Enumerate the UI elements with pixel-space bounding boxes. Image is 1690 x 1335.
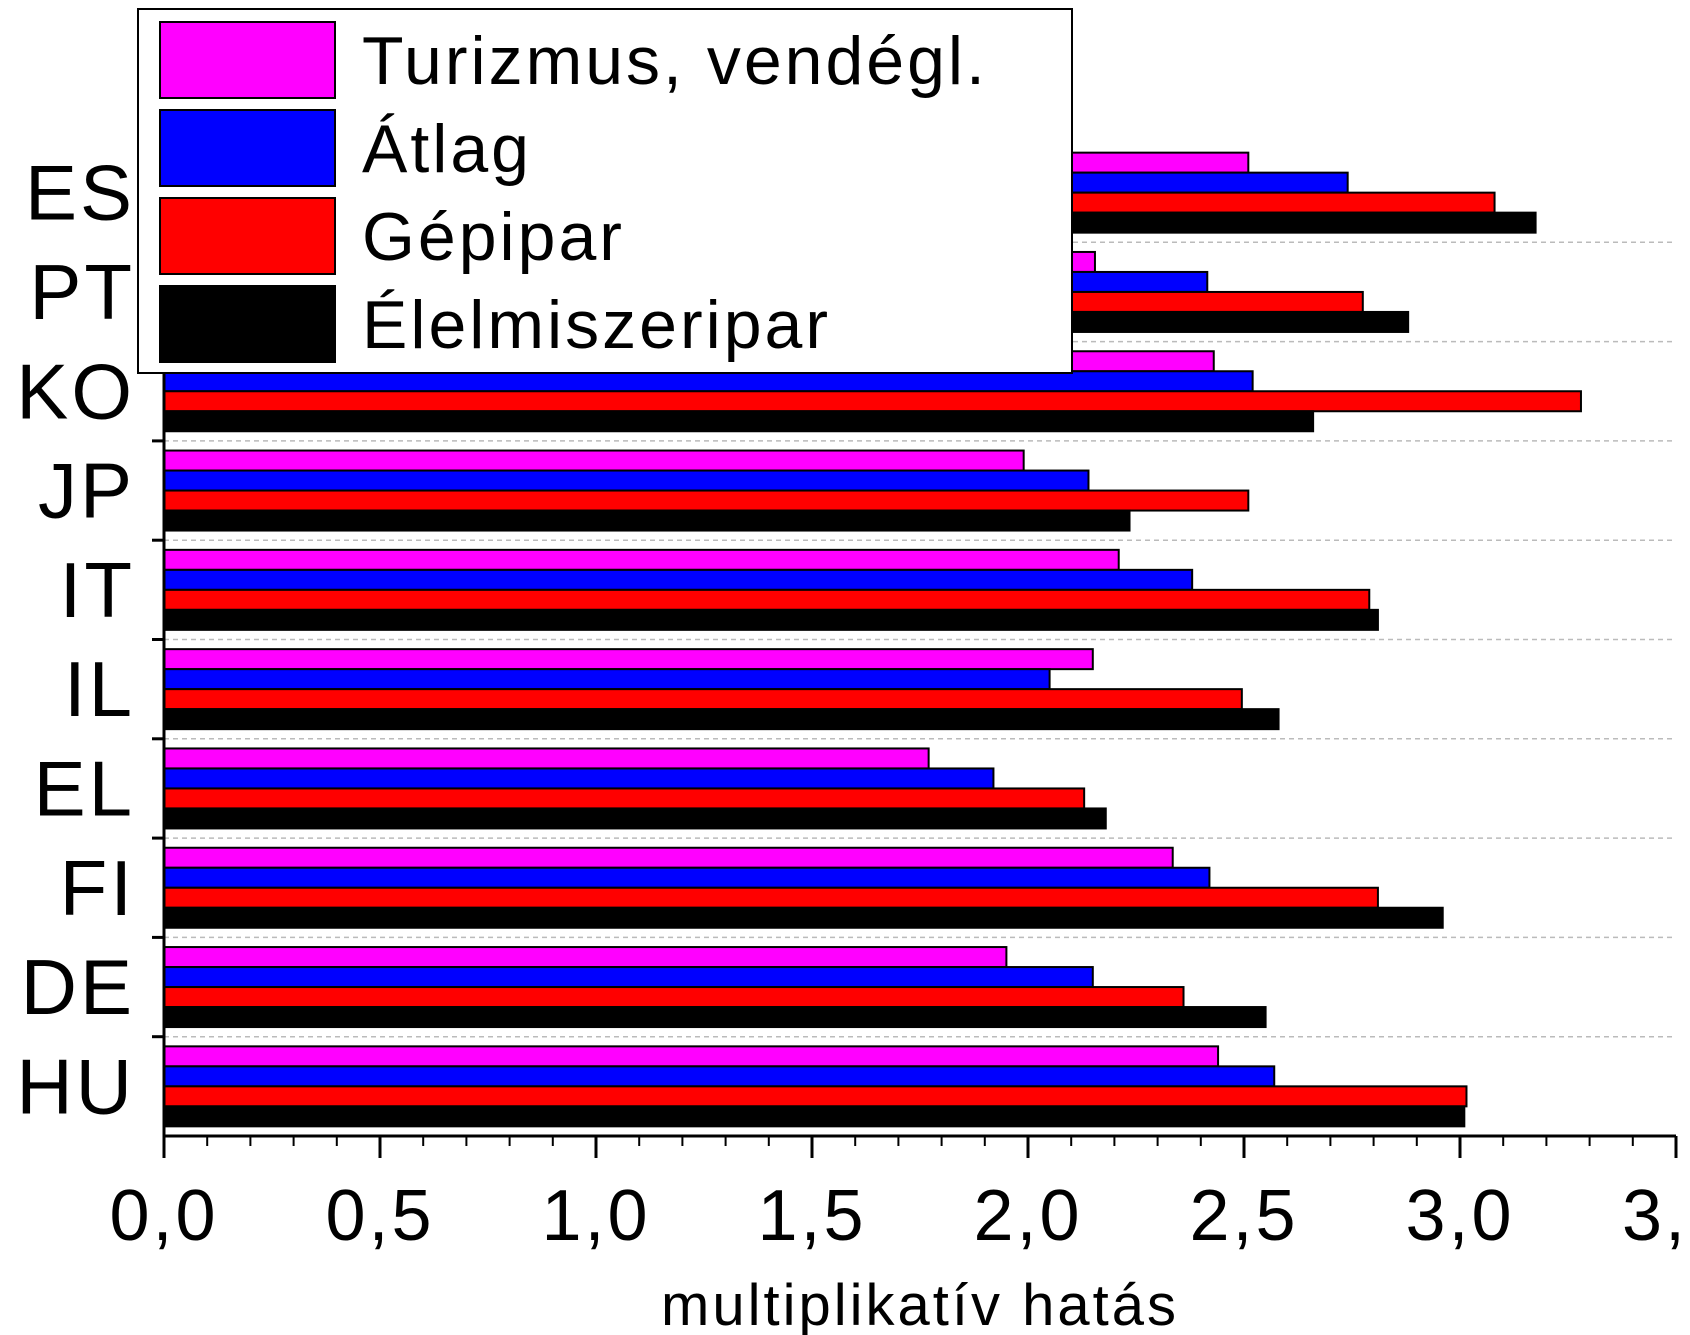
legend-swatch [159, 285, 336, 363]
bar [163, 787, 1086, 810]
bar [163, 846, 1174, 869]
bar [163, 688, 1243, 711]
x-axis-title: multiplikatív hatás [661, 1273, 1179, 1335]
bar [163, 886, 1379, 909]
bar [163, 509, 1131, 532]
category-label: ES [25, 149, 135, 237]
bar [163, 767, 995, 790]
bar [163, 449, 1025, 472]
category-label: EL [34, 744, 135, 832]
legend-label: Turizmus, vendégl. [362, 23, 988, 99]
bar [163, 668, 1051, 691]
category-label: IL [64, 645, 135, 733]
bar [163, 648, 1094, 671]
bar [163, 966, 1094, 989]
bar [163, 986, 1185, 1009]
category-label: DE [21, 943, 135, 1031]
x-tick-label: 3, [1622, 1176, 1688, 1256]
bar [163, 747, 930, 770]
bar [163, 946, 1008, 969]
x-tick-label: 1,0 [541, 1176, 650, 1256]
bar [163, 469, 1090, 492]
bar [163, 568, 1194, 591]
bar [163, 906, 1444, 929]
bar [163, 1065, 1276, 1088]
x-tick-label: 0,5 [325, 1176, 434, 1256]
category-label: PT [29, 248, 135, 336]
x-tick-label: 3,0 [1405, 1176, 1514, 1256]
legend-swatch [159, 197, 336, 275]
x-tick-label: 0,0 [109, 1176, 218, 1256]
category-label: KO [16, 347, 135, 435]
bar [163, 1006, 1267, 1029]
legend-label: Átlag [362, 111, 532, 187]
x-tick-label: 1,5 [757, 1176, 866, 1256]
bar [163, 1105, 1466, 1128]
bar [163, 1045, 1220, 1068]
legend-label: Élelmiszeripar [362, 287, 831, 363]
category-label: HU [16, 1042, 135, 1130]
category-label: JP [38, 447, 135, 535]
category-label: FI [60, 844, 135, 932]
category-label: IT [60, 546, 135, 634]
bar [163, 807, 1107, 830]
bar [163, 410, 1315, 433]
bar [163, 1085, 1468, 1108]
bar [163, 588, 1371, 611]
bar [163, 370, 1254, 393]
legend-swatch [159, 21, 336, 99]
x-tick-label: 2,0 [973, 1176, 1082, 1256]
legend-label: Gépipar [362, 199, 625, 275]
legend-swatch [159, 109, 336, 187]
bar [163, 866, 1211, 889]
bar [163, 548, 1120, 571]
bar [163, 708, 1280, 731]
bar [163, 390, 1582, 413]
x-tick-label: 2,5 [1189, 1176, 1298, 1256]
bar [163, 608, 1379, 631]
bar [163, 489, 1250, 512]
